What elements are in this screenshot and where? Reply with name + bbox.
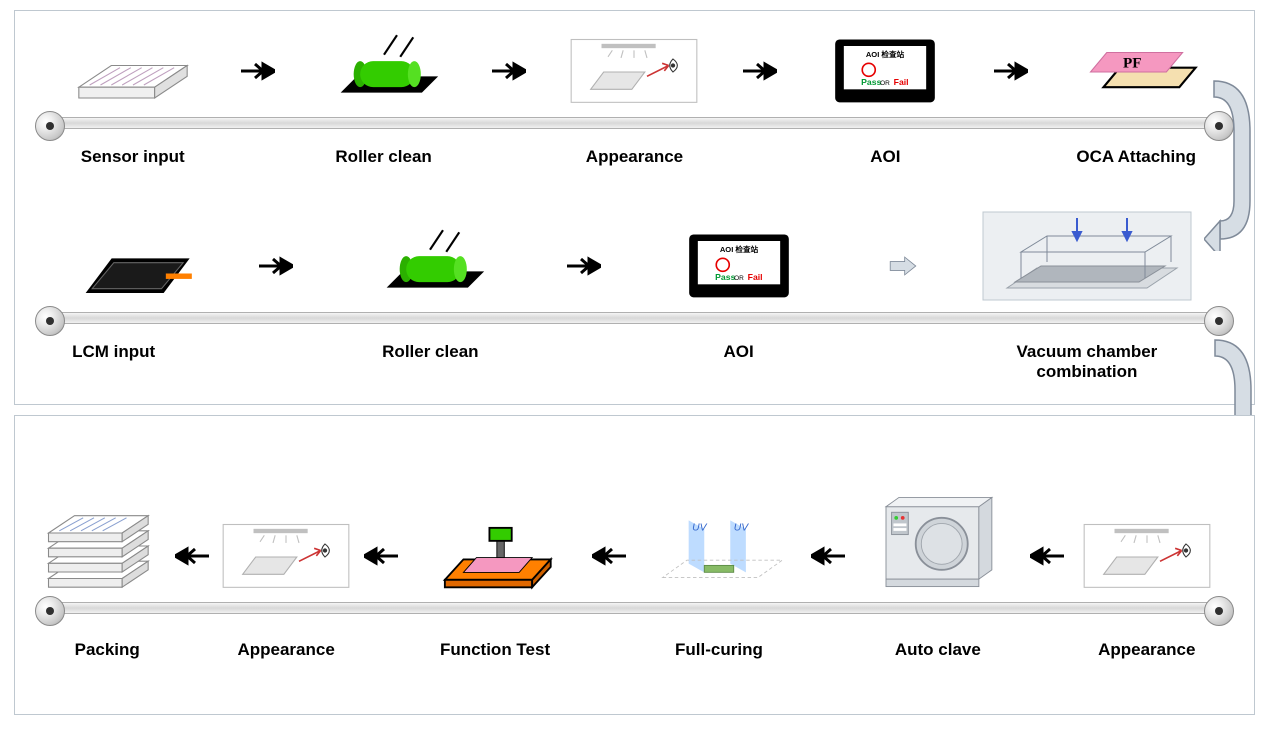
appearance-inspection-icon bbox=[569, 31, 699, 111]
conveyor-row-1: AOI 检査站 Pass OR Fail PF bbox=[35, 21, 1234, 191]
arrow-right-icon bbox=[238, 31, 278, 111]
row1-items: AOI 检査站 Pass OR Fail PF bbox=[35, 21, 1234, 111]
packing-stack-icon bbox=[42, 516, 172, 596]
step-aoi: AOI 检査站 Pass OR Fail bbox=[815, 31, 955, 111]
conveyor-belt bbox=[35, 109, 1234, 145]
oca-attaching-icon: PF bbox=[1071, 31, 1201, 111]
step-label: Appearance bbox=[216, 640, 356, 660]
step-label: Full-curing bbox=[634, 640, 804, 660]
aoi-title-text: AOI 检査站 bbox=[719, 244, 758, 254]
aoi-pass-text: Pass bbox=[715, 272, 735, 282]
step-full-curing: UV UV bbox=[634, 496, 804, 596]
step-label: Appearance bbox=[564, 147, 704, 167]
function-test-icon bbox=[430, 496, 560, 596]
roller-clean-icon bbox=[319, 31, 449, 111]
arrow-right-icon bbox=[564, 226, 604, 306]
aoi-fail-text: Fail bbox=[894, 77, 909, 87]
step-appearance bbox=[216, 516, 356, 596]
arrow-right-icon bbox=[489, 31, 529, 111]
step-aoi: AOI 检査站 Pass OR Fail bbox=[639, 226, 839, 306]
step-lcm-input bbox=[62, 226, 222, 306]
arrow-right-icon bbox=[991, 31, 1031, 111]
appearance-inspection-icon bbox=[1082, 516, 1212, 596]
conveyor-belt bbox=[35, 304, 1234, 340]
arrow-left-icon bbox=[589, 516, 629, 596]
aoi-fail-text: Fail bbox=[747, 272, 762, 282]
conveyor-belt bbox=[35, 594, 1234, 630]
step-label: Function Test bbox=[405, 640, 585, 660]
conveyor-row-2: AOI 检査站 Pass OR Fail bbox=[35, 216, 1234, 386]
arrow-left-icon bbox=[361, 516, 401, 596]
oca-pf-text: PF bbox=[1123, 55, 1142, 72]
uv-text: UV bbox=[692, 522, 707, 533]
step-label: LCM input bbox=[62, 342, 222, 383]
step-oca-attaching: PF bbox=[1066, 31, 1206, 111]
arrow-right-icon bbox=[740, 31, 780, 111]
step-packing bbox=[47, 516, 167, 596]
step-label: AOI bbox=[815, 147, 955, 167]
autoclave-machine-icon bbox=[873, 486, 1003, 596]
step-label: Roller clean bbox=[330, 342, 530, 383]
step-label: Packing bbox=[47, 640, 167, 660]
roller-clean-icon bbox=[365, 226, 495, 306]
step-appearance bbox=[564, 31, 704, 111]
aoi-monitor-icon: AOI 检査站 Pass OR Fail bbox=[674, 226, 804, 306]
row2-items: AOI 检査站 Pass OR Fail bbox=[35, 216, 1234, 306]
aoi-monitor-icon: AOI 检査站 Pass OR Fail bbox=[820, 31, 950, 111]
row1-labels: Sensor input Roller clean Appearance AOI… bbox=[35, 147, 1234, 167]
sensor-input-icon bbox=[68, 31, 198, 111]
aoi-or-text: OR bbox=[880, 80, 890, 87]
process-section-top: AOI 检査站 Pass OR Fail PF bbox=[14, 10, 1255, 405]
step-appearance bbox=[1072, 516, 1222, 596]
arrow-left-icon bbox=[808, 516, 848, 596]
step-label: Roller clean bbox=[314, 147, 454, 167]
step-label: OCA Attaching bbox=[1066, 147, 1206, 167]
step-label: Auto clave bbox=[853, 640, 1023, 660]
row2-labels: LCM input Roller clean AOI Vacuum chambe… bbox=[35, 342, 1234, 383]
row3-items: UV UV bbox=[35, 476, 1234, 596]
step-label: Appearance bbox=[1072, 640, 1222, 660]
arrow-right-icon bbox=[256, 226, 296, 306]
uv-curing-icon: UV UV bbox=[654, 496, 784, 596]
conveyor-row-3: UV UV bbox=[35, 476, 1234, 686]
arrow-left-icon bbox=[172, 516, 212, 596]
step-vacuum-chamber bbox=[967, 206, 1207, 306]
uv-text: UV bbox=[734, 522, 749, 533]
row3-labels: Packing Appearance Function Test Full-cu… bbox=[35, 640, 1234, 660]
vacuum-chamber-icon bbox=[977, 206, 1197, 306]
step-label: AOI bbox=[639, 342, 839, 383]
step-autoclave bbox=[853, 486, 1023, 596]
step-label: Sensor input bbox=[63, 147, 203, 167]
lcm-panel-icon bbox=[77, 226, 207, 306]
aoi-title-text: AOI 检査站 bbox=[866, 49, 905, 59]
appearance-inspection-icon bbox=[221, 516, 351, 596]
step-sensor-input bbox=[63, 31, 203, 111]
process-section-bottom: UV UV bbox=[14, 415, 1255, 715]
aoi-or-text: OR bbox=[734, 275, 744, 282]
step-roller-clean bbox=[330, 226, 530, 306]
step-function-test bbox=[405, 496, 585, 596]
aoi-pass-text: Pass bbox=[862, 77, 882, 87]
arrow-left-icon bbox=[1027, 516, 1067, 596]
block-arrow-right-icon bbox=[873, 226, 933, 306]
step-roller-clean bbox=[314, 31, 454, 111]
step-label: Vacuum chamber combination bbox=[967, 342, 1207, 383]
